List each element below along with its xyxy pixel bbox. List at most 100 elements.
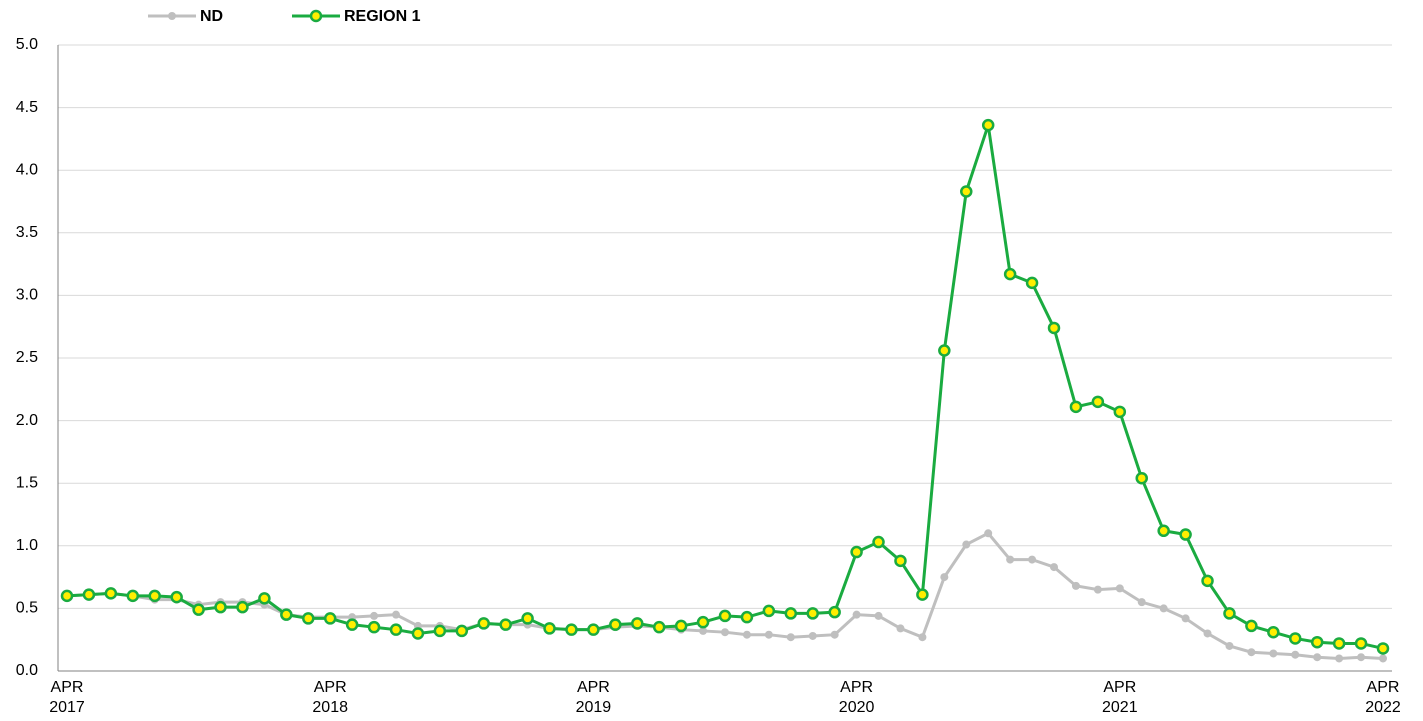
data-point [1223,607,1236,620]
data-point [587,623,600,636]
data-point [1267,625,1280,639]
data-point [1137,598,1146,607]
data-point [721,628,729,637]
data-point [896,624,905,633]
data-point [981,118,995,132]
data-point [1135,471,1148,485]
y-tick-label: 2.5 [16,349,38,366]
data-point [345,618,359,631]
y-tick-label: 0.5 [16,600,38,617]
data-point [543,622,556,635]
x-tick-label: APR 2018 [312,679,348,716]
data-point [1203,629,1212,638]
legend-label: REGION 1 [344,8,421,25]
y-tick-label: 0.0 [16,662,38,679]
data-point [1050,563,1058,572]
data-point [1093,585,1102,594]
series-line [66,124,1384,650]
data-point [742,630,751,639]
data-point [389,623,403,636]
data-point [433,624,447,638]
legend-item: ND [148,8,223,25]
data-point [784,607,798,620]
data-point [170,590,183,604]
data-point [1179,528,1192,541]
data-point [916,588,929,601]
data-point [82,588,96,601]
data-point [631,617,644,630]
data-point [1335,654,1344,663]
data-point [1069,400,1083,414]
data-point [1201,574,1214,588]
data-point [762,604,776,618]
data-point [1310,635,1324,649]
data-point [302,612,315,625]
y-tick-label: 4.5 [16,99,38,116]
data-point [808,631,817,640]
data-point [830,630,839,639]
data-point [1376,642,1390,655]
data-point [674,619,688,633]
data-point [236,600,249,614]
data-point [1379,654,1387,663]
y-tick-label: 5.0 [16,36,38,53]
data-point [214,600,227,614]
data-point [521,612,534,625]
x-tick-label: APR 2021 [1102,679,1138,716]
y-tick-label: 1.0 [16,537,38,554]
data-point [323,612,337,625]
y-tick-label: 3.0 [16,287,38,304]
x-tick-label: APR 2017 [49,679,85,716]
data-point [1269,649,1278,658]
data-point [104,587,118,600]
data-point [874,611,883,620]
data-point [1247,648,1256,657]
data-point [652,620,666,634]
data-point [1071,581,1080,590]
data-point [1115,584,1124,593]
data-point [938,344,951,357]
data-point [962,540,971,549]
data-point [1181,614,1190,623]
data-point [764,630,773,639]
data-point [699,626,708,635]
data-point [872,535,885,549]
data-point [1159,604,1168,613]
data-point [370,611,379,620]
y-tick-label: 4.0 [16,161,38,178]
data-point [60,589,74,603]
data-point [392,610,400,619]
y-tick-label: 2.0 [16,412,38,429]
data-point [477,617,490,630]
data-point [1025,276,1039,290]
data-point [828,605,841,619]
data-point [740,610,754,624]
data-point [499,618,512,631]
data-point [696,615,710,629]
data-point [718,609,732,623]
data-point [148,589,161,603]
data-point [850,545,863,559]
data-point [1289,632,1302,645]
data-point [1006,555,1015,564]
data-point [786,633,795,642]
legend-label: ND [200,8,223,25]
data-point [1313,653,1322,662]
data-point [918,633,927,642]
data-point [960,185,973,198]
data-point [1003,267,1017,281]
x-tick-label: APR 2020 [838,679,875,716]
data-point [852,610,861,619]
data-point [258,592,271,605]
data-point [126,589,140,603]
data-point [1357,653,1366,662]
x-tick-label: APR 2022 [1365,679,1401,716]
y-tick-label: 1.5 [16,474,38,491]
data-point [280,608,293,621]
data-point [1332,637,1346,650]
x-tick-label: APR 2019 [575,679,612,716]
data-point [806,607,819,620]
data-point [1091,395,1105,409]
